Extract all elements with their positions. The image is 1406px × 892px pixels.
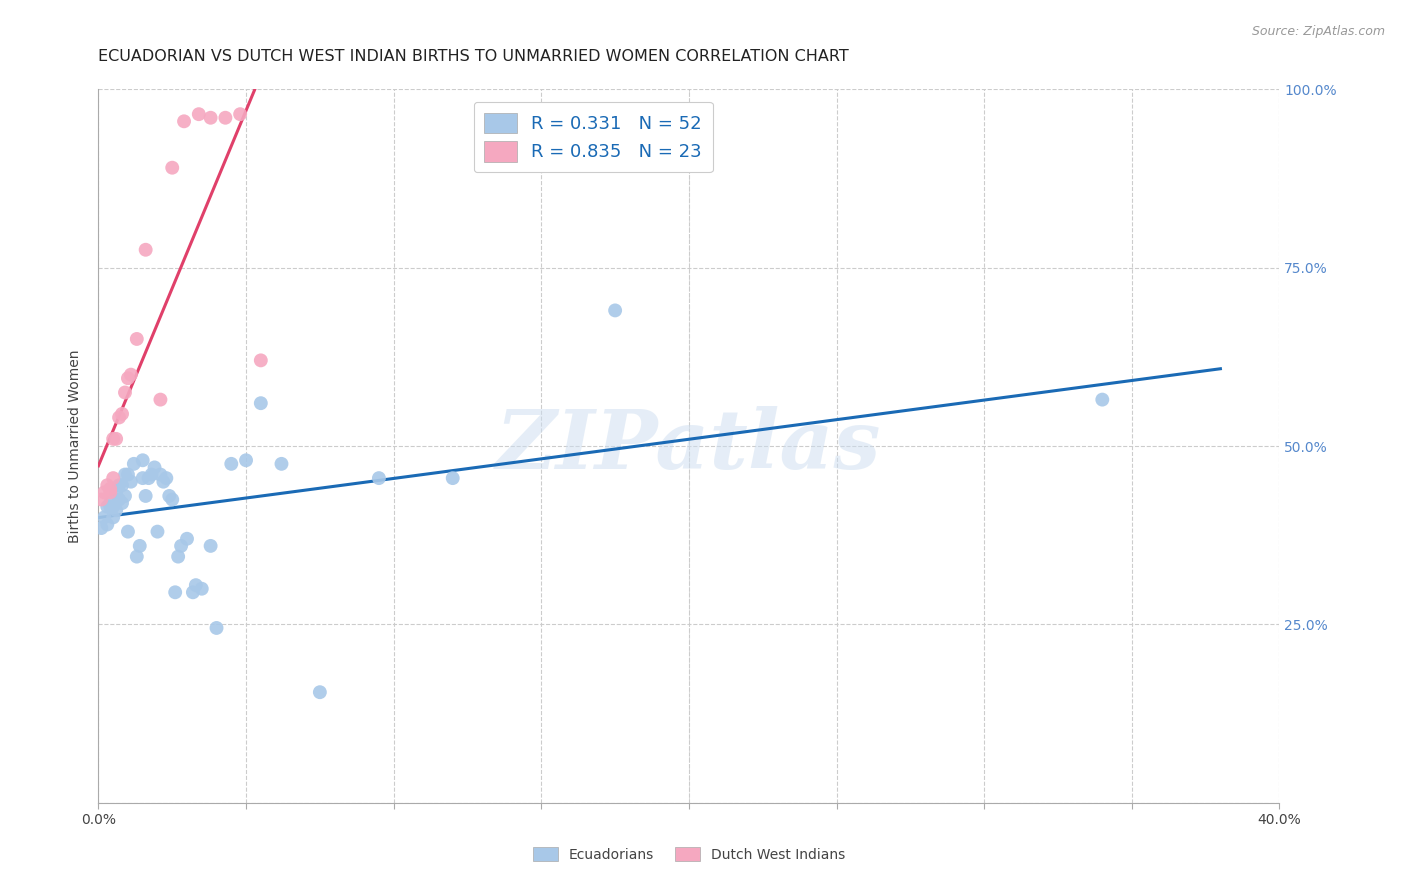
Text: ZIPatlas: ZIPatlas bbox=[496, 406, 882, 486]
Point bbox=[214, 111, 236, 125]
Point bbox=[117, 467, 139, 482]
Point bbox=[132, 471, 155, 485]
Point bbox=[181, 585, 204, 599]
Point bbox=[93, 510, 115, 524]
Point bbox=[135, 489, 157, 503]
Point bbox=[167, 549, 190, 564]
Point bbox=[155, 471, 177, 485]
Point bbox=[162, 161, 183, 175]
Point bbox=[93, 485, 115, 500]
Point bbox=[96, 478, 118, 492]
Point bbox=[138, 471, 160, 485]
Point bbox=[152, 475, 174, 489]
Point bbox=[270, 457, 292, 471]
Point bbox=[98, 482, 121, 496]
Point bbox=[187, 107, 209, 121]
Point bbox=[120, 368, 142, 382]
Point bbox=[105, 503, 128, 517]
Point bbox=[96, 517, 118, 532]
Point bbox=[108, 410, 131, 425]
Point bbox=[146, 524, 169, 539]
Point bbox=[103, 510, 125, 524]
Point bbox=[114, 489, 136, 503]
Point bbox=[229, 107, 252, 121]
Point bbox=[143, 460, 166, 475]
Point bbox=[111, 478, 134, 492]
Point bbox=[114, 385, 136, 400]
Y-axis label: Births to Unmarried Women: Births to Unmarried Women bbox=[69, 350, 83, 542]
Point bbox=[122, 457, 145, 471]
Point bbox=[103, 471, 125, 485]
Point bbox=[108, 478, 131, 492]
Point bbox=[103, 500, 125, 514]
Legend: Ecuadorians, Dutch West Indians: Ecuadorians, Dutch West Indians bbox=[527, 841, 851, 867]
Point bbox=[250, 353, 273, 368]
Point bbox=[111, 407, 134, 421]
Point bbox=[117, 524, 139, 539]
Point bbox=[141, 467, 163, 482]
Point bbox=[120, 475, 142, 489]
Point bbox=[184, 578, 207, 592]
Point bbox=[135, 243, 157, 257]
Point bbox=[605, 303, 627, 318]
Point bbox=[173, 114, 195, 128]
Point bbox=[90, 492, 112, 507]
Point bbox=[96, 500, 118, 514]
Point bbox=[235, 453, 257, 467]
Point bbox=[162, 492, 183, 507]
Point bbox=[149, 392, 172, 407]
Point bbox=[441, 471, 464, 485]
Point bbox=[191, 582, 214, 596]
Point bbox=[368, 471, 391, 485]
Point bbox=[309, 685, 332, 699]
Point bbox=[98, 500, 121, 514]
Point bbox=[250, 396, 273, 410]
Point bbox=[149, 467, 172, 482]
Point bbox=[200, 111, 222, 125]
Point bbox=[90, 521, 112, 535]
Point bbox=[105, 432, 128, 446]
Point bbox=[176, 532, 198, 546]
Point bbox=[111, 496, 134, 510]
Point bbox=[98, 496, 121, 510]
Point bbox=[165, 585, 187, 599]
Point bbox=[108, 492, 131, 507]
Point bbox=[114, 467, 136, 482]
Text: ECUADORIAN VS DUTCH WEST INDIAN BIRTHS TO UNMARRIED WOMEN CORRELATION CHART: ECUADORIAN VS DUTCH WEST INDIAN BIRTHS T… bbox=[98, 49, 849, 64]
Point bbox=[170, 539, 193, 553]
Point bbox=[200, 539, 222, 553]
Text: Source: ZipAtlas.com: Source: ZipAtlas.com bbox=[1251, 25, 1385, 38]
Point bbox=[103, 432, 125, 446]
Point bbox=[105, 485, 128, 500]
Point bbox=[1091, 392, 1114, 407]
Point bbox=[125, 549, 148, 564]
Point bbox=[157, 489, 180, 503]
Point bbox=[117, 371, 139, 385]
Point bbox=[128, 539, 150, 553]
Point bbox=[219, 457, 242, 471]
Point bbox=[125, 332, 148, 346]
Point bbox=[98, 485, 121, 500]
Point bbox=[205, 621, 228, 635]
Point bbox=[132, 453, 155, 467]
